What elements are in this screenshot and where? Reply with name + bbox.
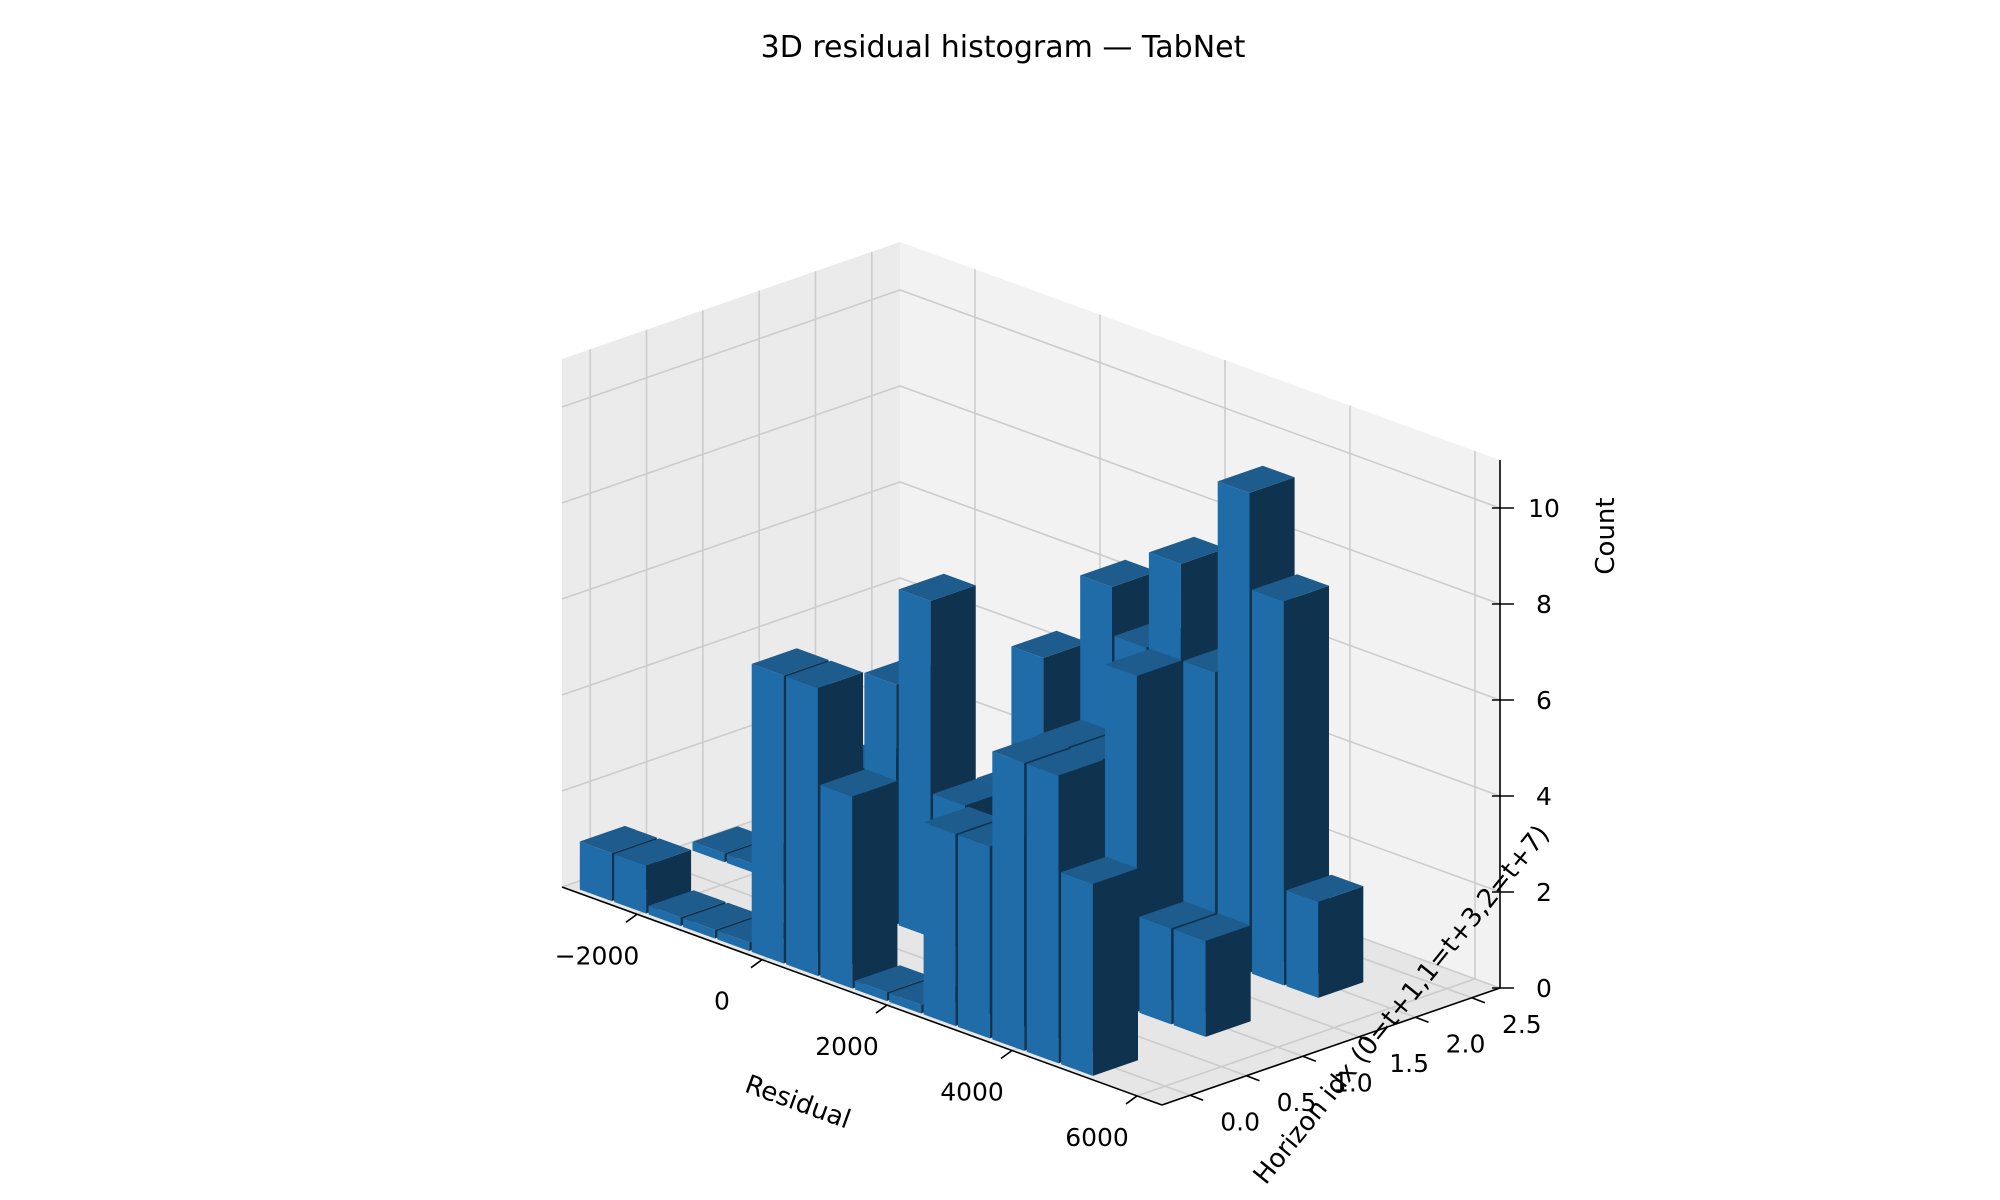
bar-top-face [751,648,829,676]
bar-front-face [692,841,725,863]
y-tick [1471,997,1486,1004]
z-gridline [561,385,1501,605]
z-tick-label: 10 [1528,494,1560,523]
bar-top-face [786,660,863,688]
x-tick [875,1004,888,1014]
x-tick-label: 4000 [940,1078,1004,1107]
y-tick [1246,1075,1260,1082]
bar-front-face [820,784,853,989]
z-tick-label: 0 [1536,974,1552,1003]
bar-front-face [923,822,956,1026]
x-tick [1000,1049,1013,1060]
bar [1286,874,1364,998]
bar-top-face [854,965,932,993]
x-tick [750,959,763,969]
x-tick-label: −2000 [555,941,640,970]
x-tick [625,913,638,923]
bar-side-face [1318,886,1364,998]
bar-top-face [1173,913,1251,941]
bar-top-face [1036,719,1114,747]
bar-top-face [923,806,1001,834]
bar-top-face [614,838,692,866]
z-axis-label: Count [1591,497,1621,574]
bar-front-face [717,930,750,951]
bar-top-face [820,769,898,797]
bar-side-face [852,780,898,989]
y-tick [1189,1094,1204,1101]
bar-front-face [1252,589,1284,986]
bar-front-face [682,918,715,939]
bar-top-face [1061,856,1138,884]
y-tick-label: 0.0 [1220,1107,1260,1136]
chart-title: 3D residual histogram — TabNet [761,30,1246,65]
bar-top-face [1105,648,1182,676]
bar-front-face [1286,890,1319,998]
bar-front-face [957,834,990,1039]
bar-front-face [786,676,818,976]
bar-top-face [1139,901,1217,929]
bar-side-face [1092,868,1138,1076]
bar-front-face [751,663,784,964]
y-tick-label: 1.0 [1333,1068,1373,1097]
bar-front-face [854,980,887,1001]
bar-top-face [692,826,770,854]
bar-top-face [1026,748,1104,776]
bar-front-face [1061,872,1093,1076]
bar-top-face [898,573,976,601]
bar-front-face [889,993,922,1014]
bar-front-face [579,841,612,902]
y-tick-label: 1.5 [1389,1049,1429,1078]
bar-top-face [1217,465,1295,493]
bar-front-face [614,854,647,914]
x-tick-label: 6000 [1065,1123,1129,1152]
y-tick-label: 0.5 [1277,1088,1317,1117]
bar-top-face [1148,536,1226,564]
bar-top-face [1080,559,1158,587]
x-tick-label: 0 [714,987,730,1016]
x-axis-label: Residual [741,1070,854,1136]
bar-top-face [648,890,726,918]
bar-front-face [1139,916,1172,1025]
bar [1173,913,1251,1037]
y-tick-label: 2.5 [1502,1010,1542,1039]
bar-front-face [1026,763,1059,1064]
bar-top-face [579,825,657,854]
y-tick-label: 2.0 [1446,1029,1486,1058]
bar-front-face [898,589,931,937]
z-tick-label: 4 [1536,782,1552,811]
axes-lines [561,460,1501,1106]
axes-ticks: −2000 0 2000 4000 6000 0.0 0.5 1.0 1.5 2.0 2.5 0 2 4 6… [555,494,1560,1152]
bar-side-face [1205,925,1251,1037]
bar-top-face [682,902,760,930]
x-tick [1125,1095,1138,1105]
histogram-bars [579,465,1364,1076]
bar-front-face [992,751,1025,1051]
z-tick-label: 6 [1536,686,1552,715]
bar-top-face [1252,574,1329,602]
z-tick-label: 8 [1536,590,1552,619]
bar-top-face [992,735,1070,763]
y-axis-line [1161,987,1501,1106]
y-tick [1302,1055,1317,1062]
bar-top-face [933,778,1011,806]
bar [820,769,898,989]
bar-top-face [1286,874,1364,902]
bar-front-face [648,905,681,926]
bar-front-face [726,854,759,875]
bar-front-face [1183,660,1216,961]
y-tick [1415,1016,1429,1023]
y-tick [1358,1036,1373,1043]
z-tick-label: 2 [1536,878,1552,907]
bar-top-face [1011,630,1089,658]
x-tick-label: 2000 [815,1032,879,1061]
x-axis-line [561,886,1163,1106]
z-gridline [561,289,1501,509]
bar-front-face [1217,481,1250,973]
bar [1061,856,1138,1076]
bar-front-face [1173,929,1206,1037]
